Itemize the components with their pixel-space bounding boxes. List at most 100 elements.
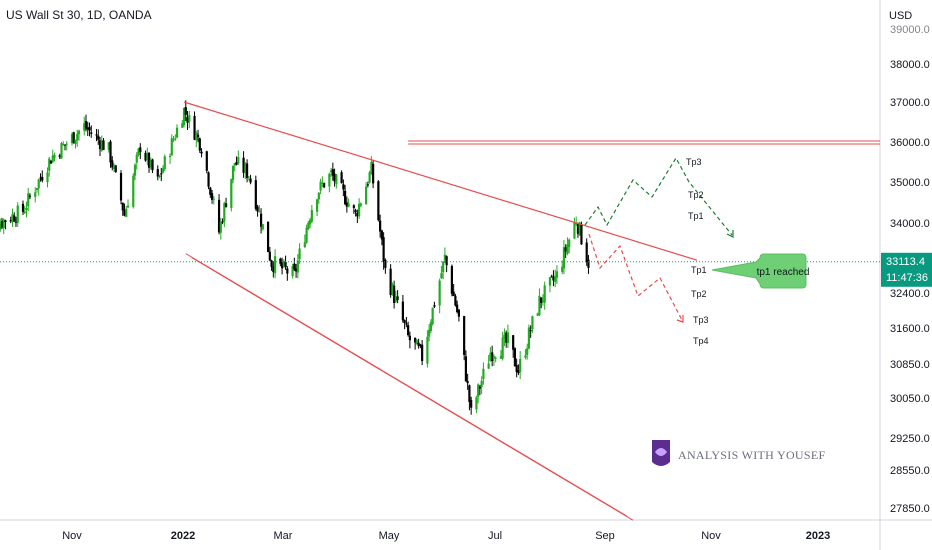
candle bbox=[0, 217, 4, 230]
candle bbox=[65, 141, 68, 151]
time-tick-label: Jul bbox=[488, 530, 502, 542]
bullish-target-label: Tp2 bbox=[688, 190, 704, 200]
price-tick-label: 31600.0 bbox=[890, 323, 930, 335]
currency-label: USD bbox=[889, 10, 912, 22]
candle bbox=[433, 301, 436, 309]
candle bbox=[333, 168, 336, 187]
tp1-reached-callout[interactable]: tp1 reached bbox=[711, 253, 810, 289]
candle bbox=[445, 255, 448, 273]
current-price-badge: 33113.4 11:47:36 bbox=[881, 252, 932, 287]
candle bbox=[161, 165, 165, 174]
candle bbox=[100, 135, 103, 152]
candle bbox=[49, 160, 53, 164]
candle bbox=[181, 119, 184, 128]
candle bbox=[294, 263, 298, 278]
candle bbox=[219, 218, 222, 240]
bullish-target-label: Tp1 bbox=[688, 211, 704, 221]
candle bbox=[419, 343, 422, 349]
candle bbox=[380, 229, 383, 246]
candle bbox=[391, 282, 394, 296]
candle bbox=[27, 187, 30, 211]
candle bbox=[254, 175, 257, 211]
candle bbox=[97, 129, 100, 145]
candle bbox=[221, 218, 224, 225]
candle bbox=[23, 205, 26, 215]
candle bbox=[160, 167, 163, 182]
candle bbox=[358, 198, 361, 219]
candle bbox=[184, 100, 187, 122]
candle bbox=[342, 179, 345, 197]
price-tick-label: 30850.0 bbox=[890, 359, 930, 371]
candle bbox=[223, 201, 226, 228]
candle bbox=[205, 150, 208, 174]
candle bbox=[543, 281, 546, 310]
candle bbox=[259, 208, 263, 234]
candle bbox=[163, 154, 166, 171]
candle bbox=[195, 130, 198, 148]
candle bbox=[249, 174, 252, 185]
candle bbox=[452, 283, 455, 297]
candle bbox=[48, 156, 51, 177]
target-labels: Tp3 Tp2 Tp1 Tp1 Tp2 Tp3 Tp4 bbox=[686, 157, 709, 346]
price-axis[interactable]: 39000.0 38000.0 37000.0 36000.0 35000.0 34000… bbox=[890, 24, 930, 515]
candle bbox=[132, 173, 135, 209]
candle bbox=[193, 111, 196, 141]
candle bbox=[457, 309, 461, 322]
candle bbox=[98, 136, 102, 157]
candle bbox=[296, 254, 299, 279]
candle bbox=[174, 134, 177, 141]
trend-lines[interactable] bbox=[183, 101, 880, 521]
candle bbox=[242, 151, 245, 178]
plot-area[interactable] bbox=[0, 0, 880, 520]
candle bbox=[368, 170, 371, 184]
candle bbox=[112, 163, 116, 173]
candle bbox=[331, 162, 334, 181]
descending-resistance-line[interactable] bbox=[183, 101, 698, 261]
candle bbox=[284, 255, 287, 270]
callout-bubble bbox=[711, 253, 807, 289]
callout-text: tp1 reached bbox=[757, 267, 810, 278]
candle bbox=[345, 196, 348, 213]
candle bbox=[352, 204, 355, 214]
candle bbox=[478, 384, 482, 396]
candle bbox=[394, 290, 397, 303]
candle bbox=[315, 198, 319, 217]
candle bbox=[186, 111, 189, 130]
candle bbox=[270, 259, 273, 271]
candle bbox=[379, 214, 382, 238]
candle bbox=[513, 347, 517, 367]
candle bbox=[506, 324, 510, 349]
candle bbox=[426, 330, 429, 368]
candle bbox=[95, 128, 98, 142]
candle bbox=[133, 163, 137, 181]
candle bbox=[566, 237, 569, 256]
candle bbox=[170, 134, 173, 156]
candle bbox=[13, 212, 16, 223]
candle bbox=[443, 247, 446, 264]
candle bbox=[244, 162, 247, 179]
bearish-target-label: Tp1 bbox=[691, 265, 707, 275]
candle bbox=[16, 202, 19, 227]
candle bbox=[25, 201, 28, 218]
candle bbox=[135, 151, 138, 170]
candle bbox=[454, 293, 457, 307]
candle bbox=[442, 261, 445, 280]
candle bbox=[466, 373, 469, 390]
candle bbox=[245, 159, 249, 183]
time-tick-label: Nov bbox=[701, 530, 721, 542]
candle bbox=[200, 148, 203, 158]
candle bbox=[548, 277, 552, 293]
candle bbox=[480, 376, 483, 395]
candle bbox=[477, 383, 480, 404]
candle bbox=[431, 307, 434, 326]
candle bbox=[83, 116, 86, 136]
candle bbox=[308, 217, 312, 229]
candle bbox=[414, 337, 417, 350]
candle bbox=[356, 209, 359, 223]
candle bbox=[540, 297, 543, 309]
candle bbox=[149, 157, 152, 170]
candle bbox=[366, 181, 369, 188]
time-axis[interactable]: Nov 2022 Mar May Jul Sep Nov 2023 bbox=[62, 530, 830, 542]
candle bbox=[536, 312, 539, 317]
